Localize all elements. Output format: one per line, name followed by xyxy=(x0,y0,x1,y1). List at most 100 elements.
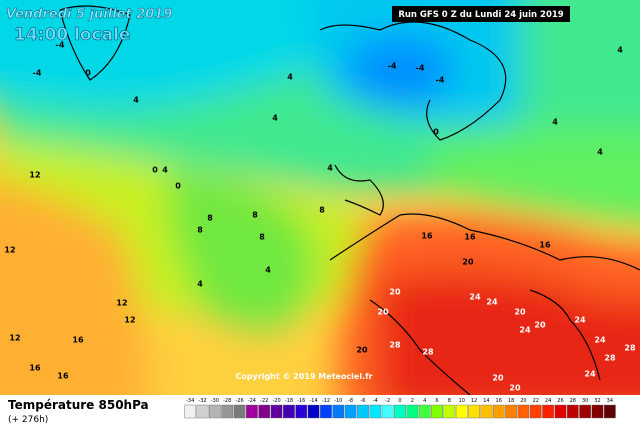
contour-label: 0 xyxy=(433,128,439,137)
scale-swatch xyxy=(184,404,197,419)
contour-label: 8 xyxy=(319,206,325,215)
contour-label: 24 xyxy=(574,316,586,325)
contour-label: 16 xyxy=(539,241,551,250)
scale-swatch xyxy=(492,404,505,419)
scale-label: -30 xyxy=(211,398,219,404)
scale-label: -12 xyxy=(322,398,330,404)
scale-label: 18 xyxy=(508,398,514,404)
scale-label: -18 xyxy=(285,398,293,404)
scale-swatch xyxy=(381,404,394,419)
scale-label: -22 xyxy=(260,398,268,404)
scale-label: 22 xyxy=(533,398,539,404)
contour-label: 0 xyxy=(175,182,181,191)
contour-label: 0 xyxy=(85,69,91,78)
contour-label: 28 xyxy=(389,341,401,350)
scale-label: -6 xyxy=(360,398,365,404)
scale-swatch xyxy=(283,404,295,419)
contour-label: 24 xyxy=(469,293,481,302)
lead-time: (+ 276h) xyxy=(8,415,48,425)
contour-label: 20 xyxy=(534,321,546,330)
scale-label: 26 xyxy=(557,398,563,404)
scale-swatch xyxy=(591,404,604,419)
contour-label: 4 xyxy=(162,166,168,175)
scale-label: -2 xyxy=(385,398,390,404)
contour-label: 4 xyxy=(197,280,203,289)
contour-label: 20 xyxy=(377,308,389,317)
contour-label: 12 xyxy=(116,299,127,308)
scale-swatch xyxy=(579,404,592,419)
contour-label: 4 xyxy=(617,46,623,55)
scale-swatch xyxy=(566,404,579,419)
contour-label: 20 xyxy=(509,384,521,393)
scale-swatch xyxy=(258,404,271,419)
scale-swatch xyxy=(542,404,554,419)
contour-label: -4 xyxy=(416,64,425,73)
contour-label: 4 xyxy=(287,73,293,82)
scale-label: 4 xyxy=(423,398,426,404)
contour-label: 0 xyxy=(152,166,158,175)
parameter: Température 850hPa xyxy=(8,398,149,412)
scale-swatch xyxy=(554,404,567,419)
contour-label: 12 xyxy=(29,171,40,180)
scale-label: 20 xyxy=(520,398,526,404)
contour-label: 16 xyxy=(72,336,84,345)
scale-swatch xyxy=(603,404,616,419)
scale-swatch xyxy=(344,404,357,419)
run-info: Run GFS 0 Z du Lundi 24 juin 2019 xyxy=(398,10,563,20)
contour-label: 16 xyxy=(464,233,476,242)
scale-label: -8 xyxy=(348,398,353,404)
contour-label: 28 xyxy=(422,348,434,357)
scale-swatch xyxy=(320,404,332,419)
scale-swatch xyxy=(307,404,320,419)
scale-label: 8 xyxy=(448,398,451,404)
scale-label: -34 xyxy=(186,398,194,404)
copyright: Copyright © 2019 Meteociel.fr xyxy=(235,372,372,381)
contour-label: 4 xyxy=(133,96,139,105)
run-box xyxy=(392,6,570,22)
scale-label: -24 xyxy=(248,398,256,404)
coastlines xyxy=(59,5,640,395)
scale-swatch xyxy=(529,404,542,419)
scale-swatch xyxy=(196,404,209,419)
scale-label: -28 xyxy=(223,398,231,404)
scale-swatch xyxy=(357,404,369,419)
contour-label: 20 xyxy=(514,308,526,317)
contour-label: 4 xyxy=(265,266,271,275)
scale-swatch xyxy=(431,404,443,419)
contour-label: 4 xyxy=(327,164,333,173)
contour-label: 24 xyxy=(594,336,606,345)
contour-label: 16 xyxy=(421,232,433,241)
local-time: 14:00 locale xyxy=(14,25,130,45)
scale-swatch xyxy=(295,404,308,419)
contour-label: 16 xyxy=(29,364,41,373)
scale-swatch xyxy=(221,404,234,419)
scale-label: -4 xyxy=(373,398,378,404)
scale-label: 6 xyxy=(435,398,438,404)
scale-label: 14 xyxy=(483,398,489,404)
contour-label: -4 xyxy=(33,69,42,78)
scale-swatch xyxy=(480,404,493,419)
contour-label: 4 xyxy=(597,148,603,157)
contour-label: 8 xyxy=(207,214,213,223)
contour-label: 20 xyxy=(462,258,474,267)
scale-label: 2 xyxy=(411,398,414,404)
contour-label: 8 xyxy=(197,226,203,235)
contour-label: 24 xyxy=(486,298,498,307)
scale-swatch xyxy=(332,404,345,419)
scale-swatch xyxy=(394,404,406,419)
contour-label: 4 xyxy=(272,114,278,123)
scale-swatch xyxy=(208,404,221,419)
scale-label: -26 xyxy=(235,398,243,404)
scale-label: 28 xyxy=(570,398,576,404)
contour-label: -4 xyxy=(436,76,445,85)
scale-label: 0 xyxy=(398,398,401,404)
contour-label: 12 xyxy=(9,334,20,343)
valid-date: Vendredi 5 juillet 2019 xyxy=(6,7,172,22)
scale-swatch xyxy=(443,404,456,419)
scale-label: -32 xyxy=(198,398,206,404)
contour-label: 20 xyxy=(389,288,401,297)
scale-label: 12 xyxy=(471,398,477,404)
